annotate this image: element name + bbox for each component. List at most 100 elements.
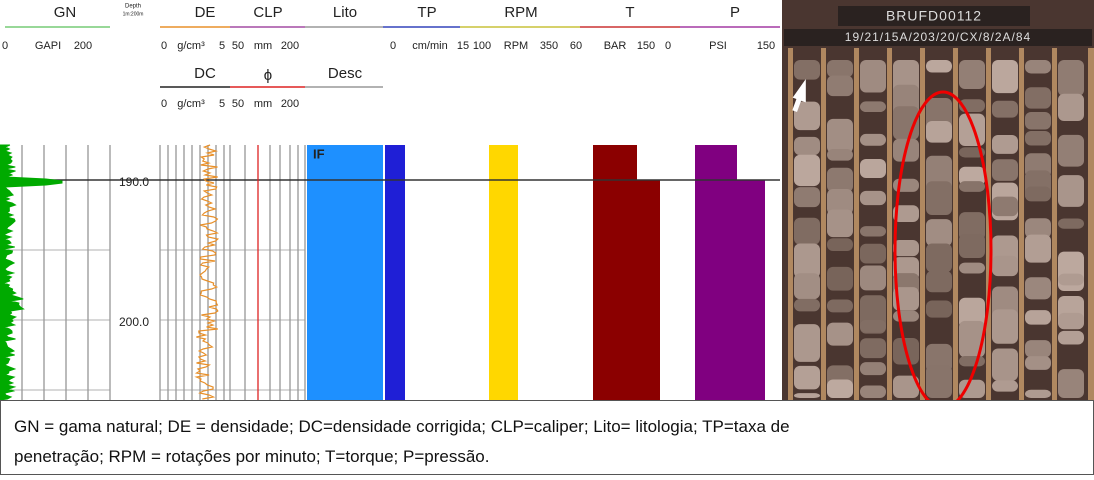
scale: 200 [281, 40, 299, 52]
core-piece [827, 119, 853, 153]
scale: BAR [604, 40, 627, 52]
core-divider [821, 48, 826, 400]
core-piece [1025, 340, 1051, 357]
core-piece [893, 240, 919, 256]
core-piece [959, 60, 985, 89]
core-piece [959, 181, 985, 192]
core-piece [926, 243, 952, 272]
track-name: Lito [333, 4, 357, 21]
core-piece [860, 191, 886, 205]
log-body: IF 190.0 200.0 [0, 145, 780, 400]
core-piece [992, 60, 1018, 93]
scale: 5 [219, 40, 225, 52]
core-photo: BRUFD00112 19/21/15A/203/20/CX/8/2A/84 [782, 0, 1094, 408]
core-piece [827, 267, 853, 291]
lithology-label: IF [313, 146, 325, 161]
core-piece [1058, 274, 1084, 286]
core-piece [1058, 313, 1084, 329]
core-piece [794, 60, 820, 80]
core-piece [794, 366, 820, 389]
core-piece [860, 338, 886, 358]
scale: 50 [232, 40, 244, 52]
scale: 0 [665, 40, 671, 52]
scale: 0 [161, 98, 167, 110]
track-name: CLP [253, 4, 282, 21]
core-piece [1025, 187, 1051, 202]
track-name: DE [195, 4, 216, 21]
scale: g/cm³ [177, 98, 205, 110]
log-header: GN Depth 1m:200m DE CLP Lito TP RPM T P … [2, 4, 780, 110]
scale: 15 [457, 40, 469, 52]
figure: GN Depth 1m:200m DE CLP Lito TP RPM T P … [0, 0, 1094, 475]
core-piece [926, 60, 952, 73]
core-piece [860, 101, 886, 112]
core-piece [926, 300, 952, 317]
scale: 200 [281, 98, 299, 110]
scale: mm [254, 40, 272, 52]
core-piece [992, 256, 1018, 276]
core-piece [860, 60, 886, 93]
core-piece [926, 271, 952, 292]
core-piece [827, 60, 853, 77]
core-piece [959, 114, 985, 146]
core-piece [860, 385, 886, 398]
depth-label: 190.0 [119, 175, 149, 189]
scale: 50 [232, 98, 244, 110]
core-piece [1058, 94, 1084, 121]
core-piece [794, 273, 820, 299]
scale: RPM [504, 40, 528, 52]
core-piece [992, 197, 1018, 216]
core-piece [1058, 219, 1084, 229]
core-piece [992, 101, 1018, 118]
core-piece [926, 121, 952, 143]
torque-bar [593, 145, 660, 400]
track-name: P [730, 4, 740, 21]
core-piece [860, 159, 886, 178]
page: {"log_header":{ "row1":{"gn":"GN","depth… [0, 0, 1094, 475]
core-divider [920, 48, 925, 400]
caption: penetração; RPM = rotações por minuto; T… [14, 447, 489, 466]
scale: PSI [709, 40, 727, 52]
core-divider [887, 48, 892, 400]
core-piece [827, 210, 853, 238]
core-piece [1058, 369, 1084, 398]
core-piece [1025, 310, 1051, 324]
core-piece [794, 218, 820, 245]
core-piece [992, 348, 1018, 380]
scale: g/cm³ [177, 40, 205, 52]
core-piece [1025, 60, 1051, 73]
scale: 200 [74, 40, 92, 52]
core-piece [1058, 60, 1084, 96]
core-piece [860, 265, 886, 290]
core-piece [992, 159, 1018, 181]
core-divider [788, 48, 793, 400]
core-piece [860, 362, 886, 375]
core-piece [1025, 87, 1051, 108]
core-piece [1058, 135, 1084, 167]
core-piece [1025, 131, 1051, 145]
scale: 150 [757, 40, 775, 52]
core-piece [794, 393, 820, 398]
gn-curve [0, 145, 62, 400]
track-name: ϕ [264, 67, 272, 84]
scale: 350 [540, 40, 558, 52]
core-piece [1025, 112, 1051, 130]
core-piece [992, 309, 1018, 343]
core-divider [854, 48, 859, 400]
core-divider [1088, 48, 1094, 400]
scale: 0 [2, 40, 8, 52]
core-piece [794, 137, 820, 155]
core-piece [959, 234, 985, 258]
track-name: TP [417, 4, 436, 21]
core-piece [992, 135, 1018, 154]
core-piece [860, 226, 886, 236]
pressure-bar [695, 145, 765, 400]
scale: 150 [637, 40, 655, 52]
core-piece [827, 168, 853, 192]
track-name: GN [54, 4, 77, 21]
track-name: DC [194, 65, 216, 82]
core-piece [827, 149, 853, 161]
box-code: 19/21/15A/203/20/CX/8/2A/84 [845, 30, 1031, 44]
core-piece [827, 76, 853, 97]
core-piece [827, 380, 853, 398]
